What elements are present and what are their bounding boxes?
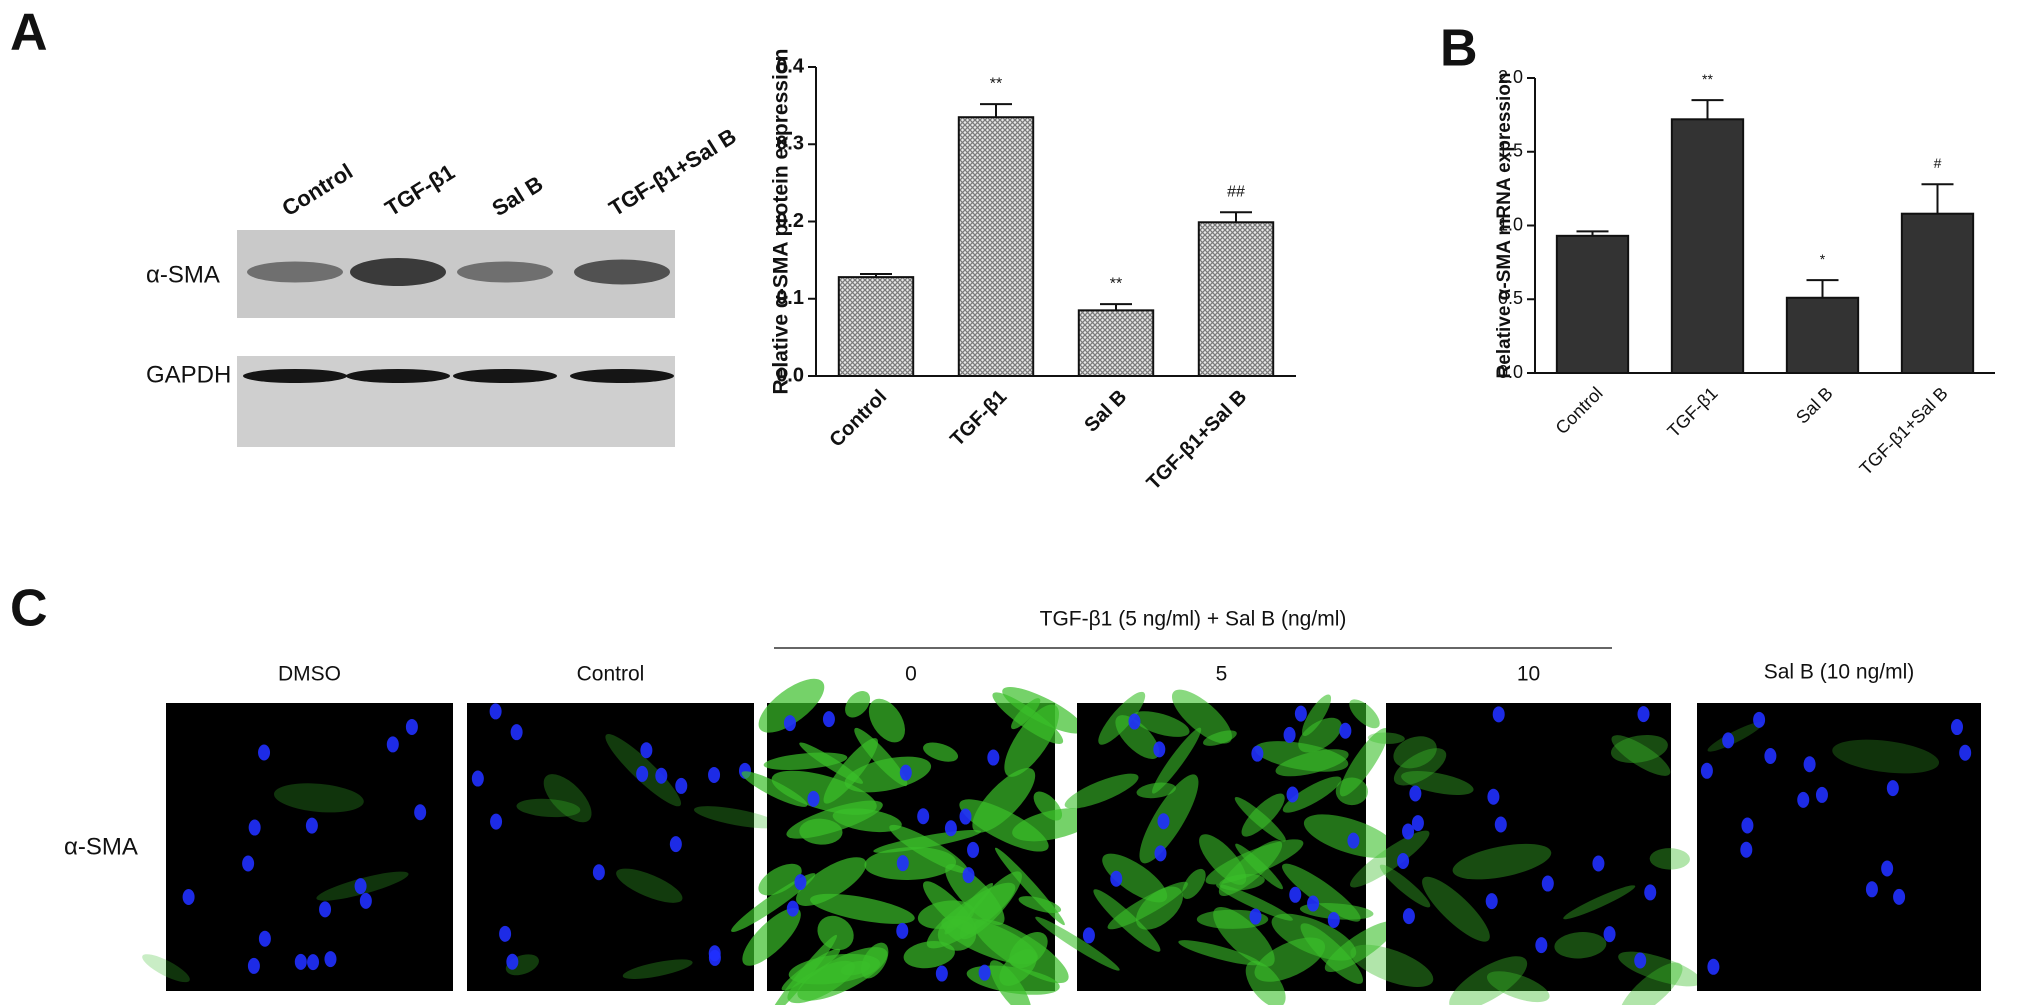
blot-band xyxy=(247,261,343,283)
panel-label: A xyxy=(10,4,48,62)
blot-band xyxy=(243,369,347,383)
bar xyxy=(1670,118,1745,374)
error-bar xyxy=(1921,183,1954,214)
column-label: Control xyxy=(577,663,645,686)
significance-label: ** xyxy=(1702,71,1713,87)
lane-label: Sal B xyxy=(487,171,547,221)
micrograph xyxy=(731,678,1095,1005)
y-tick-label: 1.0 xyxy=(1498,214,1523,234)
micrograph xyxy=(1350,703,1702,1005)
column-label: DMSO xyxy=(278,663,341,686)
column-label: 10 xyxy=(1517,663,1540,686)
x-tick-label: Control xyxy=(825,386,891,452)
bar xyxy=(957,116,1035,378)
y-axis-label: Relative α-SMA mRNA expression xyxy=(1494,73,1515,379)
error-bar xyxy=(980,103,1012,118)
bar xyxy=(1077,309,1155,377)
x-tick-label: TGF-β1 xyxy=(1663,383,1721,441)
column-label: 5 xyxy=(1216,663,1228,686)
x-tick-label: Sal B xyxy=(1080,386,1131,437)
y-tick-label: 0.2 xyxy=(776,210,804,232)
lane-label: TGF-β1 xyxy=(380,159,459,221)
y-tick-label: 0.0 xyxy=(776,364,804,386)
panel-label: B xyxy=(1440,20,1478,78)
lane-label: Control xyxy=(277,159,357,222)
y-tick-label: 0.0 xyxy=(1498,362,1523,382)
x-tick-label: Control xyxy=(1552,383,1607,438)
blot-band xyxy=(350,258,446,286)
bar xyxy=(1197,221,1275,377)
y-tick-label: 0.3 xyxy=(776,133,804,155)
blot-band xyxy=(570,369,674,383)
micrograph xyxy=(1697,703,1981,991)
y-tick-label: 1.5 xyxy=(1498,141,1523,161)
y-tick-label: 0.4 xyxy=(776,55,805,77)
blot-band xyxy=(453,369,557,383)
significance-label: # xyxy=(1934,155,1942,171)
bar xyxy=(1555,234,1630,374)
x-tick-label: Sal B xyxy=(1792,383,1837,428)
x-tick-label: TGF-β1+Sal B xyxy=(1143,386,1252,495)
group-label: TGF-β1 (5 ng/ml) + Sal B (ng/ml) xyxy=(1040,608,1347,631)
x-tick-label: TGF-β1 xyxy=(946,386,1011,451)
error-bar xyxy=(1220,211,1252,223)
lane-label: TGF-β1+Sal B xyxy=(604,123,740,221)
error-bar xyxy=(860,273,892,278)
bar xyxy=(1900,212,1975,374)
error-bar xyxy=(1576,230,1609,236)
blot-band xyxy=(457,261,553,283)
y-tick-label: 2.0 xyxy=(1498,67,1523,87)
micrograph xyxy=(1035,689,1397,1005)
blot-band xyxy=(346,369,450,383)
micrograph xyxy=(467,703,780,991)
y-axis-label: Relative α-SMA protein expression xyxy=(770,49,793,395)
error-bar xyxy=(1691,99,1724,120)
row-label: α-SMA xyxy=(64,833,138,860)
significance-label: ## xyxy=(1227,183,1245,200)
panel-label: C xyxy=(10,580,48,638)
blot-row-label: GAPDH xyxy=(146,361,231,388)
column-label: Sal B (10 ng/ml) xyxy=(1764,661,1915,684)
y-tick-label: 0.1 xyxy=(776,287,804,309)
error-bar xyxy=(1100,303,1132,311)
bar xyxy=(837,276,915,377)
significance-label: * xyxy=(1820,251,1826,267)
column-label: 0 xyxy=(905,663,917,686)
significance-label: ** xyxy=(1110,275,1122,292)
y-tick-label: 0.5 xyxy=(1498,288,1523,308)
blot-row-label: α-SMA xyxy=(146,261,220,288)
bar xyxy=(1785,296,1860,374)
micrograph xyxy=(142,703,453,991)
significance-label: ** xyxy=(990,75,1002,92)
x-tick-label: TGF-β1+Sal B xyxy=(1856,383,1952,479)
error-bar xyxy=(1806,279,1839,298)
blot-band xyxy=(574,259,670,285)
